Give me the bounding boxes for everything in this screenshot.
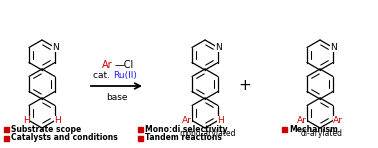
Bar — [282, 127, 287, 132]
Bar — [4, 127, 8, 132]
Text: H: H — [54, 116, 61, 125]
Text: N: N — [53, 43, 59, 52]
Text: Catalysts and conditions: Catalysts and conditions — [11, 133, 118, 143]
Text: N: N — [331, 43, 338, 52]
Text: base: base — [106, 92, 127, 102]
Bar — [138, 127, 143, 132]
Text: Ar: Ar — [333, 116, 343, 125]
Text: H: H — [218, 116, 225, 125]
Text: Ar: Ar — [297, 116, 307, 125]
Text: H: H — [23, 116, 29, 125]
Text: +: + — [239, 78, 251, 94]
Text: —Cl: —Cl — [115, 60, 134, 70]
Text: N: N — [215, 43, 222, 52]
Text: Substrate scope: Substrate scope — [11, 124, 81, 133]
Bar — [4, 136, 8, 140]
Text: mono-arylated: mono-arylated — [179, 128, 235, 137]
Text: Ru(II): Ru(II) — [113, 70, 137, 79]
Text: cat.: cat. — [93, 70, 113, 79]
Bar — [138, 136, 143, 140]
Text: Tandem reactions: Tandem reactions — [145, 133, 222, 143]
Text: Ar: Ar — [182, 116, 192, 125]
Text: Mechanism: Mechanism — [289, 124, 338, 133]
Text: Mono:di selectivity: Mono:di selectivity — [145, 124, 228, 133]
Text: di-arylated: di-arylated — [301, 128, 343, 137]
Text: Ar: Ar — [102, 60, 113, 70]
